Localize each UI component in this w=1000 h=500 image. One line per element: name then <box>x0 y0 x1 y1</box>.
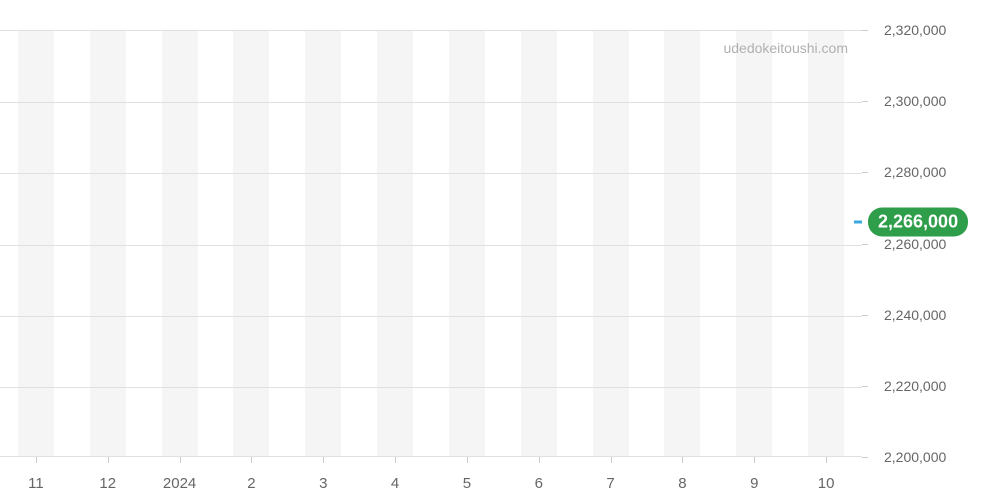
x-axis-label: 4 <box>391 475 399 492</box>
price-tick-marker <box>854 221 862 224</box>
x-tick <box>180 457 181 463</box>
current-price-badge: 2,266,000 <box>868 208 968 237</box>
x-tick <box>395 457 396 463</box>
x-tick <box>108 457 109 463</box>
y-axis-label: 2,280,000 <box>884 164 946 180</box>
gridline-horizontal <box>0 245 862 246</box>
y-axis-label: 2,260,000 <box>884 236 946 252</box>
y-tick <box>862 244 868 245</box>
y-axis-label: 2,200,000 <box>884 449 946 465</box>
x-tick <box>682 457 683 463</box>
chart-stripe <box>449 31 485 456</box>
y-tick <box>862 386 868 387</box>
chart-stripe <box>521 31 557 456</box>
x-tick <box>539 457 540 463</box>
price-chart: 2,200,000 2,220,000 2,240,000 2,260,000 2,28… <box>0 0 1000 500</box>
x-tick <box>754 457 755 463</box>
chart-stripe <box>377 31 413 456</box>
x-axis-label: 5 <box>463 475 471 492</box>
x-tick <box>36 457 37 463</box>
chart-stripe <box>664 31 700 456</box>
chart-stripe <box>18 31 54 456</box>
chart-stripe <box>808 31 844 456</box>
chart-stripe <box>736 31 772 456</box>
chart-stripe <box>305 31 341 456</box>
x-axis-label: 10 <box>818 475 835 492</box>
plot-area <box>0 30 862 457</box>
x-axis-label: 6 <box>535 475 543 492</box>
x-tick <box>323 457 324 463</box>
y-axis-label: 2,240,000 <box>884 307 946 323</box>
x-axis-label: 8 <box>678 475 686 492</box>
y-tick <box>862 172 868 173</box>
x-axis-label: 2024 <box>163 475 196 492</box>
x-tick <box>251 457 252 463</box>
x-axis-label: 9 <box>750 475 758 492</box>
x-axis-label: 2 <box>247 475 255 492</box>
x-axis-label: 12 <box>99 475 116 492</box>
y-tick <box>862 101 868 102</box>
x-tick <box>826 457 827 463</box>
chart-stripe <box>233 31 269 456</box>
gridline-horizontal <box>0 316 862 317</box>
gridline-horizontal <box>0 102 862 103</box>
chart-stripe <box>90 31 126 456</box>
x-tick <box>611 457 612 463</box>
y-axis-label: 2,300,000 <box>884 93 946 109</box>
y-axis-label: 2,220,000 <box>884 378 946 394</box>
chart-stripe <box>162 31 198 456</box>
watermark: udedokeitoushi.com <box>723 40 848 56</box>
y-tick <box>862 315 868 316</box>
y-axis-label: 2,320,000 <box>884 22 946 38</box>
x-axis-label: 11 <box>28 475 44 492</box>
gridline-horizontal <box>0 173 862 174</box>
x-tick <box>467 457 468 463</box>
y-tick <box>862 457 868 458</box>
y-tick <box>862 30 868 31</box>
x-axis-label: 7 <box>606 475 614 492</box>
gridline-horizontal <box>0 387 862 388</box>
chart-stripe <box>593 31 629 456</box>
x-axis-label: 3 <box>319 475 327 492</box>
